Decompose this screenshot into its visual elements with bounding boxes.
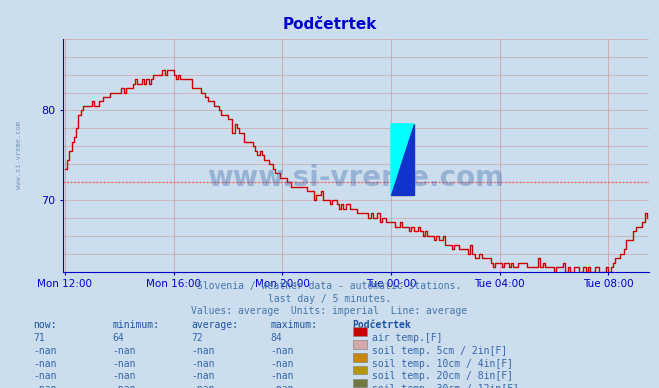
Text: average:: average:	[191, 320, 238, 330]
Bar	[391, 124, 414, 196]
Text: last day / 5 minutes.: last day / 5 minutes.	[268, 294, 391, 304]
Text: -nan: -nan	[270, 371, 294, 381]
Text: soil temp. 20cm / 8in[F]: soil temp. 20cm / 8in[F]	[372, 371, 513, 381]
Text: www.si-vreme.com: www.si-vreme.com	[208, 165, 504, 192]
Text: maximum:: maximum:	[270, 320, 317, 330]
Text: 72: 72	[191, 333, 203, 343]
Text: Values: average  Units: imperial  Line: average: Values: average Units: imperial Line: av…	[191, 306, 468, 316]
Text: -nan: -nan	[112, 384, 136, 388]
Text: Podčetrtek: Podčetrtek	[353, 320, 411, 330]
Text: -nan: -nan	[191, 384, 215, 388]
Text: -nan: -nan	[112, 346, 136, 356]
Text: www.si-vreme.com: www.si-vreme.com	[16, 121, 22, 189]
Text: -nan: -nan	[270, 359, 294, 369]
Text: now:: now:	[33, 320, 57, 330]
Text: -nan: -nan	[191, 359, 215, 369]
Text: -nan: -nan	[191, 371, 215, 381]
Text: -nan: -nan	[33, 359, 57, 369]
Text: Podčetrtek: Podčetrtek	[282, 17, 377, 33]
Text: -nan: -nan	[112, 359, 136, 369]
Text: -nan: -nan	[270, 346, 294, 356]
Text: Slovenia / weather data - automatic stations.: Slovenia / weather data - automatic stat…	[197, 281, 462, 291]
Text: 64: 64	[112, 333, 124, 343]
Polygon shape	[391, 124, 414, 196]
Text: -nan: -nan	[33, 371, 57, 381]
Text: minimum:: minimum:	[112, 320, 159, 330]
Text: -nan: -nan	[33, 384, 57, 388]
Text: -nan: -nan	[33, 346, 57, 356]
Text: 84: 84	[270, 333, 282, 343]
Text: soil temp. 30cm / 12in[F]: soil temp. 30cm / 12in[F]	[372, 384, 519, 388]
Text: -nan: -nan	[270, 384, 294, 388]
Text: -nan: -nan	[191, 346, 215, 356]
Text: 71: 71	[33, 333, 45, 343]
Text: air temp.[F]: air temp.[F]	[372, 333, 443, 343]
Text: soil temp. 10cm / 4in[F]: soil temp. 10cm / 4in[F]	[372, 359, 513, 369]
Text: -nan: -nan	[112, 371, 136, 381]
Text: soil temp. 5cm / 2in[F]: soil temp. 5cm / 2in[F]	[372, 346, 507, 356]
Polygon shape	[391, 124, 414, 196]
